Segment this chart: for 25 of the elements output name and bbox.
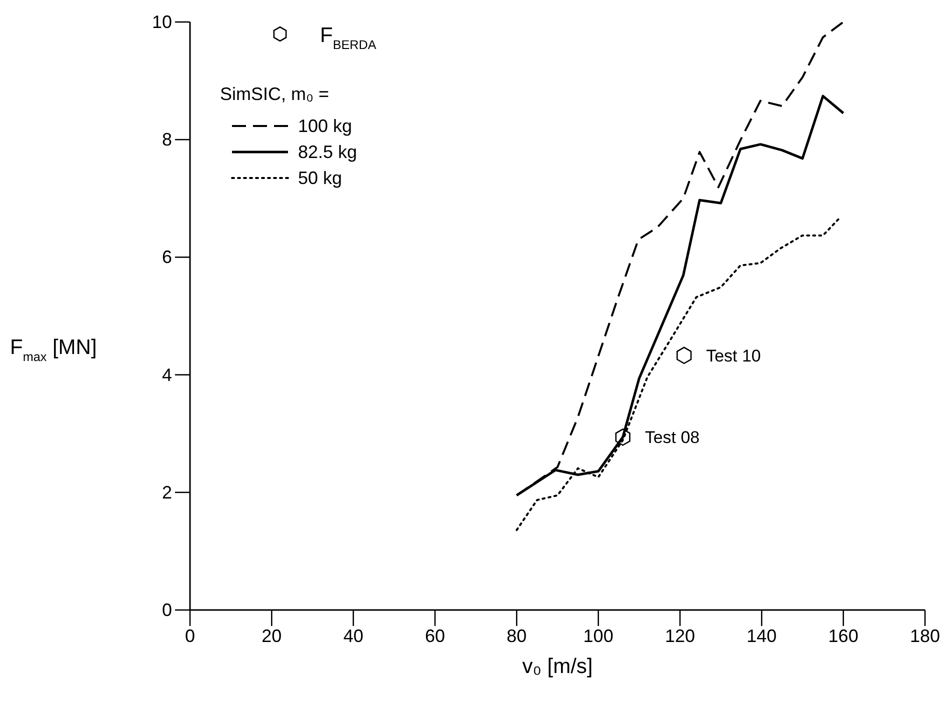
x-tick-label: 0 — [184, 626, 196, 646]
x-tick-label: 60 — [424, 626, 446, 646]
y-tick-label: 0 — [162, 600, 172, 620]
legend-title: SimSIC, m₀ = — [220, 84, 329, 104]
x-axis-title: v₀ [m/s] — [522, 655, 593, 678]
legend-label: 100 kg — [298, 116, 352, 136]
legend-label: 82.5 kg — [298, 142, 358, 162]
annotation: Test 10 — [706, 346, 761, 366]
y-tick-label: 4 — [162, 364, 172, 385]
x-tick-label: 20 — [262, 626, 282, 646]
legend-label: F$_{BERDA}$ — [320, 24, 377, 52]
x-tick-label: 180 — [910, 626, 940, 646]
x-tick-label: 160 — [828, 626, 858, 646]
legend-label: 50 kg — [298, 168, 342, 188]
x-tick-label: 40 — [343, 626, 364, 646]
x-tick-label: 100 — [583, 626, 614, 646]
x-tick-label: 80 — [506, 626, 527, 646]
annotation: Test 08 — [644, 428, 700, 448]
y-tick-label: 6 — [162, 247, 172, 268]
x-tick-label: 140 — [746, 626, 777, 646]
y-axis-title: F$_{max}$ [MN] — [10, 336, 97, 364]
y-tick-label: 10 — [152, 12, 172, 32]
x-tick-label: 120 — [664, 626, 696, 646]
y-tick-label: 2 — [162, 482, 172, 502]
y-tick-label: 8 — [162, 130, 172, 150]
